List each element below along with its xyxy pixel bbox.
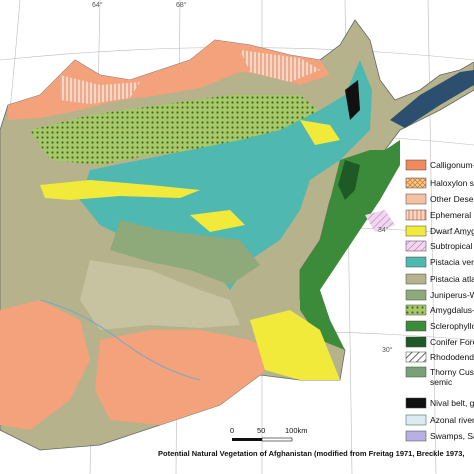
legend-label: Haloxylon sa <box>430 178 474 188</box>
legend-swatch <box>405 430 427 442</box>
legend-label: Thorny Cush <box>430 367 474 377</box>
scale-bar <box>232 437 293 442</box>
region <box>80 260 240 330</box>
legend-label: Amygdalus-W <box>430 305 474 315</box>
legend-label: Swamps, Sa <box>430 431 474 441</box>
legend-swatch <box>405 320 427 332</box>
caption: Potential Natural Vegetation of Afghanis… <box>158 449 464 458</box>
legend-swatch <box>405 209 427 221</box>
legend-swatch <box>405 225 427 237</box>
legend-label: Nival belt, gl <box>430 398 474 408</box>
legend-label: semic <box>430 377 453 387</box>
region <box>300 120 340 145</box>
legend-swatch <box>405 304 427 316</box>
legend-label: Juniperus-Wi <box>430 290 474 300</box>
legend-swatch <box>405 289 427 301</box>
graticule-label: 64° <box>92 1 103 9</box>
legend-label: Pistacia vera <box>430 257 474 267</box>
legend-label: Subtropical d <box>430 241 474 251</box>
legend-swatch <box>405 351 427 363</box>
region <box>60 75 140 104</box>
legend-label: Rhododendro <box>430 352 474 362</box>
legend-swatch <box>405 397 427 409</box>
legend-swatch <box>405 193 427 205</box>
legend-swatch <box>405 273 427 285</box>
region <box>190 210 245 232</box>
region <box>95 330 280 425</box>
region <box>40 180 200 200</box>
legend-label: Dwarf Amygd <box>430 226 474 236</box>
legend-label: Pistacia atlan <box>430 274 474 284</box>
region <box>345 80 360 120</box>
legend-swatch <box>405 240 427 252</box>
legend-swatch <box>405 414 427 426</box>
region <box>0 300 90 430</box>
region <box>338 160 360 200</box>
river <box>39 299 201 381</box>
legend-label: Calligonum-A <box>430 160 474 170</box>
region <box>390 70 474 128</box>
scale-label: 0 <box>230 426 234 435</box>
graticule-label: 68° <box>176 1 187 9</box>
graticule-label: 30° <box>382 346 393 354</box>
legend-swatch <box>405 366 427 378</box>
region <box>250 310 340 380</box>
region <box>240 50 320 82</box>
scale-label: 100km <box>285 426 308 435</box>
graticule-label: 34° <box>378 226 389 234</box>
scale-label: 50 <box>257 426 265 435</box>
legend-label: Azonal riveri <box>430 415 474 425</box>
legend-label: Other Desert <box>430 194 474 204</box>
legend-swatch <box>405 336 427 348</box>
legend-swatch <box>405 159 427 171</box>
legend-label: Conifer Fores <box>430 337 474 347</box>
legend-label: Ephemeral D <box>430 210 474 220</box>
region <box>365 210 395 232</box>
legend-swatch <box>405 177 427 189</box>
region <box>110 220 260 285</box>
legend-label: Sclerophyllou <box>430 321 474 331</box>
legend-swatch <box>405 256 427 268</box>
region <box>300 140 400 350</box>
